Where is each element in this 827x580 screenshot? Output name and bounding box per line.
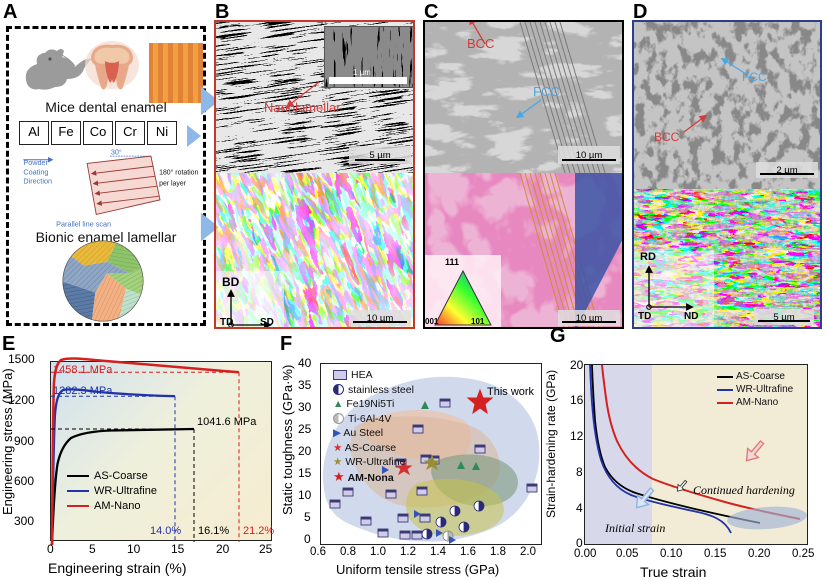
svg-text:per layer: per layer [159,180,187,187]
svg-text:180° rotation: 180° rotation [159,168,198,176]
svg-text:Parallel line scan: Parallel line scan [56,219,111,228]
svg-text:30°: 30° [111,147,122,156]
svg-text:Coating: Coating [23,167,48,176]
svg-text:Direction: Direction [23,176,52,185]
